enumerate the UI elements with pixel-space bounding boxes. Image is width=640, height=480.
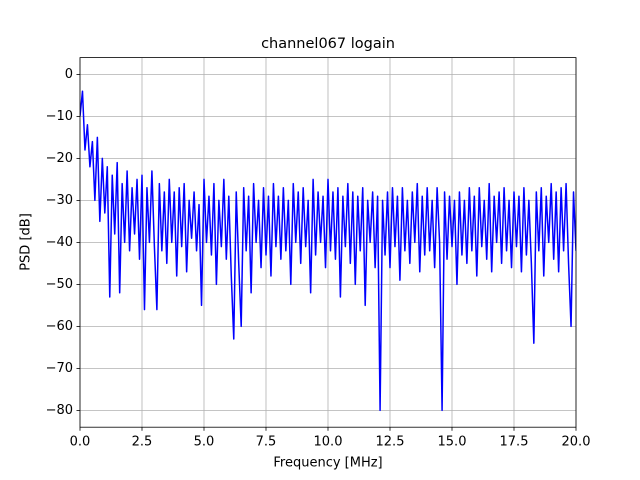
y-tick-label: −30 <box>46 193 73 208</box>
x-tick-label: 5.0 <box>194 435 215 450</box>
x-tick-label: 2.5 <box>132 435 153 450</box>
x-tick-label: 12.5 <box>376 435 405 450</box>
x-tick-label: 15.0 <box>438 435 467 450</box>
data-line <box>80 90 576 412</box>
x-tick-label: 10.0 <box>314 435 343 450</box>
y-tick-label: −10 <box>46 109 73 124</box>
y-axis-label: PSD [dB] <box>19 213 34 271</box>
y-tick-label: 0 <box>65 67 73 82</box>
x-tick-label: 20.0 <box>562 435 591 450</box>
y-tick-label: −60 <box>46 319 73 334</box>
chart-title: channel067 logain <box>261 36 395 52</box>
ticks: 0.0 2.5 5.0 7.5 10.0 12.5 15.0 17.5 20.0 0 −10 −20 −… <box>46 67 591 450</box>
y-tick-label: −20 <box>46 151 73 166</box>
y-tick-label: −50 <box>46 277 73 292</box>
y-tick-label: −70 <box>46 361 73 376</box>
x-tick-label: 0.0 <box>70 435 91 450</box>
y-tick-label: −40 <box>46 235 73 250</box>
x-tick-label: 7.5 <box>256 435 277 450</box>
y-tick-label: −80 <box>46 403 73 418</box>
x-tick-label: 17.5 <box>500 435 529 450</box>
x-axis-label: Frequency [MHz] <box>273 456 382 471</box>
plot-area <box>80 90 576 412</box>
